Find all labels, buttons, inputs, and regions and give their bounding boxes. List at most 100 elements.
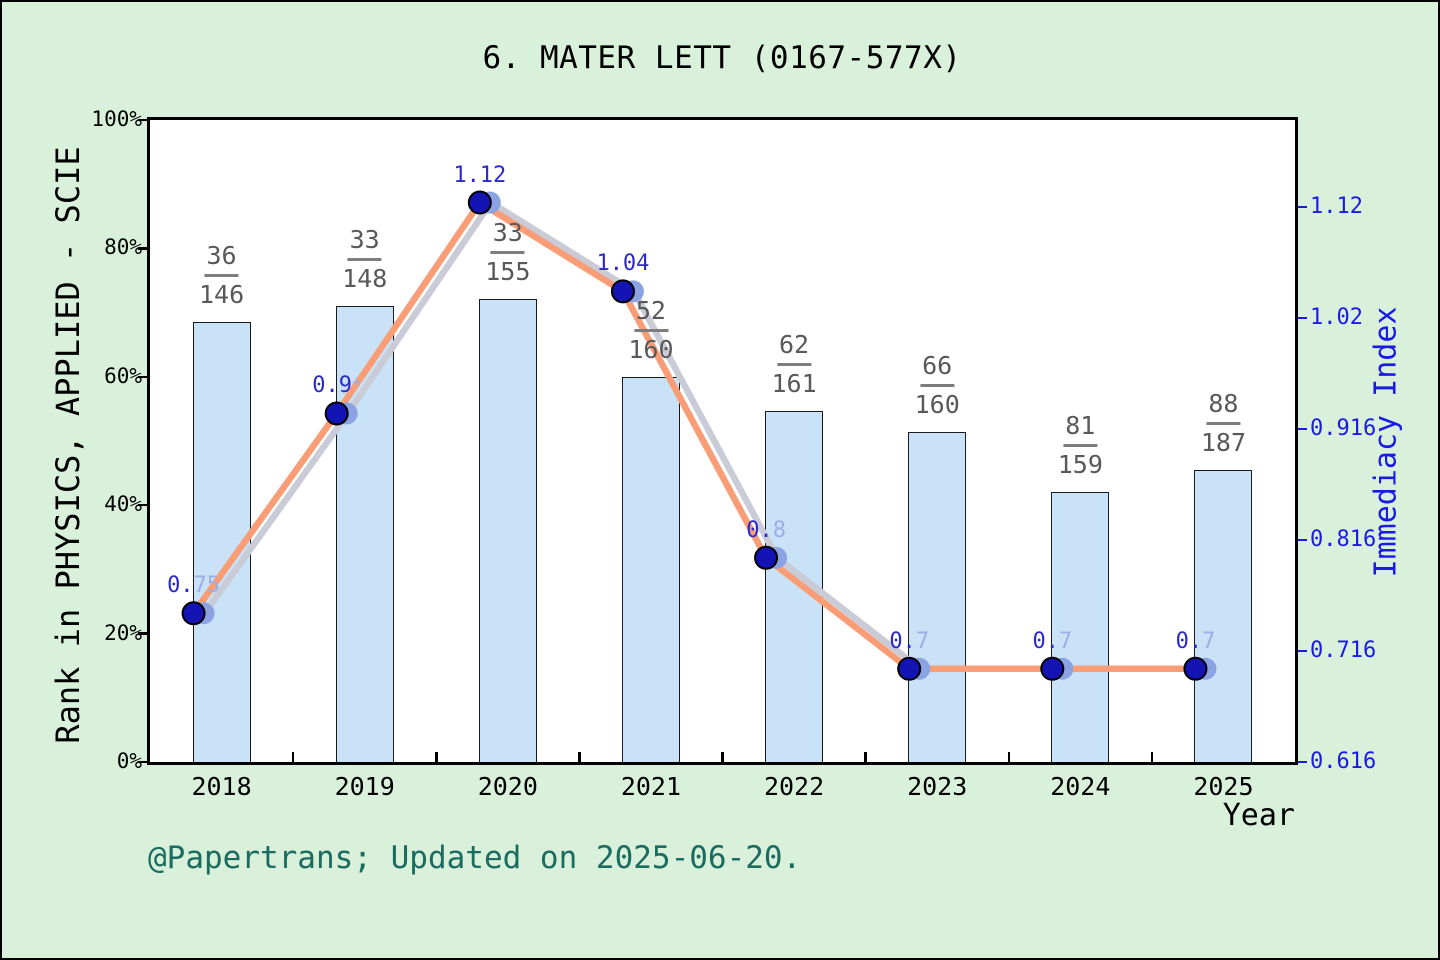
left-tick-mark-80% bbox=[138, 247, 148, 250]
immediacy-value-2022: 0.8 bbox=[746, 517, 786, 543]
left-tick-mark-0% bbox=[138, 760, 148, 764]
rank-denominator: 148 bbox=[342, 264, 388, 294]
left-tick-mark-60% bbox=[138, 375, 148, 379]
value-label-light-part: 7 bbox=[915, 628, 930, 654]
x-tick-label-2018: 2018 bbox=[191, 772, 252, 801]
left-tick-label-80%: 80% bbox=[104, 235, 142, 260]
right-tick-label-0.616: 0.616 bbox=[1310, 749, 1377, 774]
x-axis-title: Year bbox=[1222, 798, 1295, 833]
rank-fraction-2019: 33 148 bbox=[342, 227, 387, 292]
right-tick-mark-1.02 bbox=[1297, 316, 1307, 320]
fraction-divider bbox=[777, 363, 812, 367]
rank-fraction-2025: 88 187 bbox=[1201, 388, 1246, 456]
rank-denominator: 155 bbox=[485, 257, 531, 287]
rank-bar-2021 bbox=[621, 376, 680, 762]
fraction-divider bbox=[347, 258, 382, 262]
immediacy-value-2024: 0.7 bbox=[1032, 628, 1073, 654]
immediacy-value-2025: 0.7 bbox=[1175, 628, 1216, 654]
x-tick-label-2021: 2021 bbox=[620, 772, 682, 801]
value-label-dark-part: 0. bbox=[1032, 628, 1059, 654]
x-minor-tick-2 bbox=[435, 752, 438, 762]
right-tick-label-0.716: 0.716 bbox=[1310, 638, 1377, 663]
x-tick-label-2022: 2022 bbox=[763, 772, 825, 801]
right-tick-mark-0.816 bbox=[1297, 538, 1307, 542]
rank-numerator: 33 bbox=[492, 218, 523, 248]
immediacy-value-2019: 0.9+ bbox=[312, 370, 361, 398]
fraction-divider bbox=[1206, 421, 1241, 425]
value-label-dark-part: 1.12 bbox=[453, 162, 507, 188]
rank-numerator: 62 bbox=[779, 330, 810, 360]
rank-bar-2020 bbox=[478, 299, 537, 762]
rank-numerator: 88 bbox=[1208, 388, 1239, 418]
chart-title: 6. MATER LETT (0167-577X) bbox=[482, 40, 962, 76]
x-minor-tick-1 bbox=[291, 752, 295, 762]
rank-bar-2025 bbox=[1194, 469, 1253, 762]
left-tick-label-0%: 0% bbox=[116, 749, 142, 773]
rank-fraction-2021: 52 160 bbox=[628, 295, 674, 364]
left-tick-mark-100% bbox=[138, 118, 148, 122]
fraction-divider bbox=[1063, 443, 1098, 447]
right-tick-mark-1.12 bbox=[1297, 205, 1307, 209]
value-label-dark-part: 0.9 bbox=[312, 373, 353, 399]
rank-bar-2023 bbox=[908, 432, 967, 762]
rank-bar-2022 bbox=[765, 411, 824, 762]
value-label-light-part: 7 bbox=[1202, 628, 1216, 654]
rank-numerator: 33 bbox=[349, 225, 380, 255]
x-tick-label-2019: 2019 bbox=[334, 772, 395, 801]
right-tick-label-0.916: 0.916 bbox=[1310, 416, 1377, 441]
right-tick-mark-0.716 bbox=[1297, 649, 1307, 653]
right-tick-mark-0.916 bbox=[1297, 427, 1307, 431]
x-minor-tick-4 bbox=[721, 752, 724, 762]
rank-bar-2024 bbox=[1051, 491, 1110, 762]
right-tick-label-1.12: 1.12 bbox=[1310, 194, 1363, 219]
value-label-dark-part: 1.04 bbox=[596, 251, 650, 277]
left-tick-mark-40% bbox=[138, 503, 148, 507]
x-tick-label-2025: 2025 bbox=[1193, 772, 1254, 801]
x-tick-label-2023: 2023 bbox=[907, 772, 968, 801]
fraction-divider bbox=[490, 251, 525, 255]
rank-denominator: 146 bbox=[198, 279, 245, 309]
fraction-divider bbox=[204, 273, 239, 277]
rank-denominator: 160 bbox=[914, 390, 960, 419]
x-minor-tick-6 bbox=[1007, 752, 1010, 762]
value-label-dark-part: 0. bbox=[746, 517, 773, 543]
immediacy-value-2021: 1.04 bbox=[596, 252, 649, 276]
immediacy-value-2020: 1.12 bbox=[453, 162, 507, 188]
x-minor-tick-5 bbox=[864, 752, 867, 762]
rank-numerator: 66 bbox=[922, 351, 953, 380]
left-tick-label-100%: 100% bbox=[91, 107, 142, 131]
fraction-divider bbox=[633, 328, 668, 332]
rank-denominator: 160 bbox=[628, 334, 674, 364]
rank-fraction-2022: 62 161 bbox=[771, 332, 816, 397]
immediacy-value-2023: 0.7 bbox=[889, 628, 930, 654]
rank-denominator: 161 bbox=[771, 369, 817, 399]
left-tick-mark-20% bbox=[138, 632, 148, 635]
value-label-light-part: + bbox=[352, 373, 362, 392]
value-label-dark-part: 0. bbox=[1175, 628, 1203, 654]
rank-fraction-2024: 81 159 bbox=[1057, 410, 1103, 479]
rank-numerator: 81 bbox=[1065, 410, 1096, 440]
left-tick-label-20%: 20% bbox=[104, 620, 142, 645]
rank-fraction-2018: 36 146 bbox=[198, 240, 245, 309]
x-tick-label-2020: 2020 bbox=[477, 772, 538, 801]
rank-denominator: 159 bbox=[1057, 449, 1103, 479]
rank-fraction-2023: 66 160 bbox=[915, 353, 960, 418]
x-minor-tick-7 bbox=[1150, 752, 1154, 762]
right-tick-mark-0.616 bbox=[1297, 760, 1307, 764]
rank-bar-2018 bbox=[192, 321, 251, 762]
x-tick-label-2024: 2024 bbox=[1050, 772, 1111, 801]
right-tick-label-1.02: 1.02 bbox=[1310, 305, 1363, 330]
value-label-light-part: 7 bbox=[1058, 628, 1073, 654]
rank-fraction-2020: 33 155 bbox=[485, 220, 530, 285]
value-label-light-part: 75 bbox=[193, 573, 221, 599]
rank-numerator: 36 bbox=[206, 240, 237, 270]
rank-numerator: 52 bbox=[635, 295, 666, 325]
plot-area-background bbox=[147, 117, 1298, 765]
value-label-light-part: 8 bbox=[772, 517, 786, 543]
left-tick-label-40%: 40% bbox=[104, 492, 142, 517]
x-minor-tick-3 bbox=[578, 752, 581, 762]
left-tick-label-60%: 60% bbox=[104, 363, 142, 388]
value-label-dark-part: 0. bbox=[167, 573, 194, 599]
right-tick-label-0.816: 0.816 bbox=[1310, 527, 1377, 552]
